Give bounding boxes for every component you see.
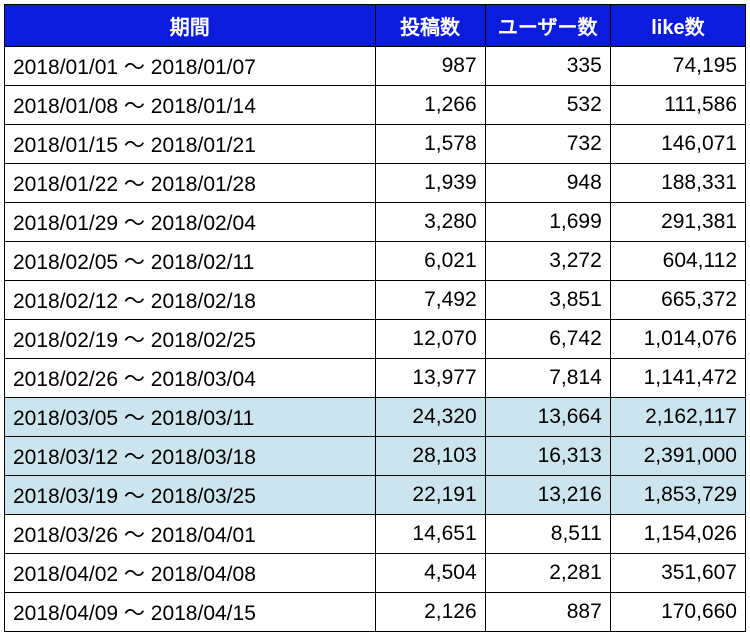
cell-likes: 188,331 [610,164,745,203]
cell-period: 2018/01/29 〜 2018/02/04 [5,203,376,242]
table-row: 2018/03/26 〜 2018/04/0114,6518,5111,154,… [5,515,746,554]
table-row: 2018/04/09 〜 2018/04/152,126887170,660 [5,593,746,632]
cell-users: 13,664 [485,398,610,437]
cell-likes: 351,607 [610,554,745,593]
cell-period: 2018/04/02 〜 2018/04/08 [5,554,376,593]
table-row: 2018/01/15 〜 2018/01/211,578732146,071 [5,125,746,164]
cell-likes: 1,853,729 [610,476,745,515]
cell-posts: 1,578 [375,125,485,164]
table-row: 2018/02/05 〜 2018/02/116,0213,272604,112 [5,242,746,281]
cell-users: 948 [485,164,610,203]
table-row: 2018/01/08 〜 2018/01/141,266532111,586 [5,86,746,125]
cell-likes: 291,381 [610,203,745,242]
cell-users: 8,511 [485,515,610,554]
cell-period: 2018/01/15 〜 2018/01/21 [5,125,376,164]
cell-posts: 6,021 [375,242,485,281]
cell-period: 2018/03/26 〜 2018/04/01 [5,515,376,554]
cell-users: 532 [485,86,610,125]
cell-posts: 7,492 [375,281,485,320]
table-row: 2018/04/02 〜 2018/04/084,5042,281351,607 [5,554,746,593]
header-likes: like数 [610,5,745,47]
cell-users: 6,742 [485,320,610,359]
cell-period: 2018/02/19 〜 2018/02/25 [5,320,376,359]
cell-likes: 1,014,076 [610,320,745,359]
cell-posts: 2,126 [375,593,485,632]
cell-likes: 604,112 [610,242,745,281]
cell-posts: 987 [375,47,485,86]
cell-users: 13,216 [485,476,610,515]
table-row: 2018/02/12 〜 2018/02/187,4923,851665,372 [5,281,746,320]
table-row: 2018/01/01 〜 2018/01/0798733574,195 [5,47,746,86]
cell-users: 887 [485,593,610,632]
cell-posts: 1,266 [375,86,485,125]
cell-likes: 111,586 [610,86,745,125]
table-row: 2018/01/22 〜 2018/01/281,939948188,331 [5,164,746,203]
cell-likes: 1,154,026 [610,515,745,554]
cell-users: 3,272 [485,242,610,281]
header-period: 期間 [5,5,376,47]
table-row: 2018/02/26 〜 2018/03/0413,9777,8141,141,… [5,359,746,398]
table-row: 2018/03/19 〜 2018/03/2522,19113,2161,853… [5,476,746,515]
cell-period: 2018/02/26 〜 2018/03/04 [5,359,376,398]
cell-posts: 4,504 [375,554,485,593]
table-row: 2018/03/12 〜 2018/03/1828,10316,3132,391… [5,437,746,476]
table-row: 2018/01/29 〜 2018/02/043,2801,699291,381 [5,203,746,242]
cell-period: 2018/02/12 〜 2018/02/18 [5,281,376,320]
cell-likes: 665,372 [610,281,745,320]
cell-likes: 2,162,117 [610,398,745,437]
cell-posts: 24,320 [375,398,485,437]
cell-period: 2018/03/12 〜 2018/03/18 [5,437,376,476]
cell-posts: 28,103 [375,437,485,476]
cell-period: 2018/03/05 〜 2018/03/11 [5,398,376,437]
header-posts: 投稿数 [375,5,485,47]
cell-period: 2018/01/01 〜 2018/01/07 [5,47,376,86]
cell-period: 2018/01/08 〜 2018/01/14 [5,86,376,125]
cell-posts: 12,070 [375,320,485,359]
cell-period: 2018/04/09 〜 2018/04/15 [5,593,376,632]
cell-period: 2018/03/19 〜 2018/03/25 [5,476,376,515]
table-row: 2018/02/19 〜 2018/02/2512,0706,7421,014,… [5,320,746,359]
cell-users: 1,699 [485,203,610,242]
cell-likes: 74,195 [610,47,745,86]
cell-users: 732 [485,125,610,164]
cell-posts: 22,191 [375,476,485,515]
cell-likes: 170,660 [610,593,745,632]
cell-users: 2,281 [485,554,610,593]
cell-likes: 1,141,472 [610,359,745,398]
cell-posts: 1,939 [375,164,485,203]
cell-users: 16,313 [485,437,610,476]
cell-period: 2018/02/05 〜 2018/02/11 [5,242,376,281]
cell-users: 3,851 [485,281,610,320]
cell-posts: 3,280 [375,203,485,242]
cell-likes: 2,391,000 [610,437,745,476]
header-row: 期間 投稿数 ユーザー数 like数 [5,5,746,47]
cell-likes: 146,071 [610,125,745,164]
table-header: 期間 投稿数 ユーザー数 like数 [5,5,746,47]
cell-posts: 14,651 [375,515,485,554]
cell-posts: 13,977 [375,359,485,398]
header-users: ユーザー数 [485,5,610,47]
cell-users: 335 [485,47,610,86]
cell-users: 7,814 [485,359,610,398]
cell-period: 2018/01/22 〜 2018/01/28 [5,164,376,203]
table-row: 2018/03/05 〜 2018/03/1124,32013,6642,162… [5,398,746,437]
data-table: 期間 投稿数 ユーザー数 like数 2018/01/01 〜 2018/01/… [4,4,746,632]
table-body: 2018/01/01 〜 2018/01/0798733574,1952018/… [5,47,746,632]
